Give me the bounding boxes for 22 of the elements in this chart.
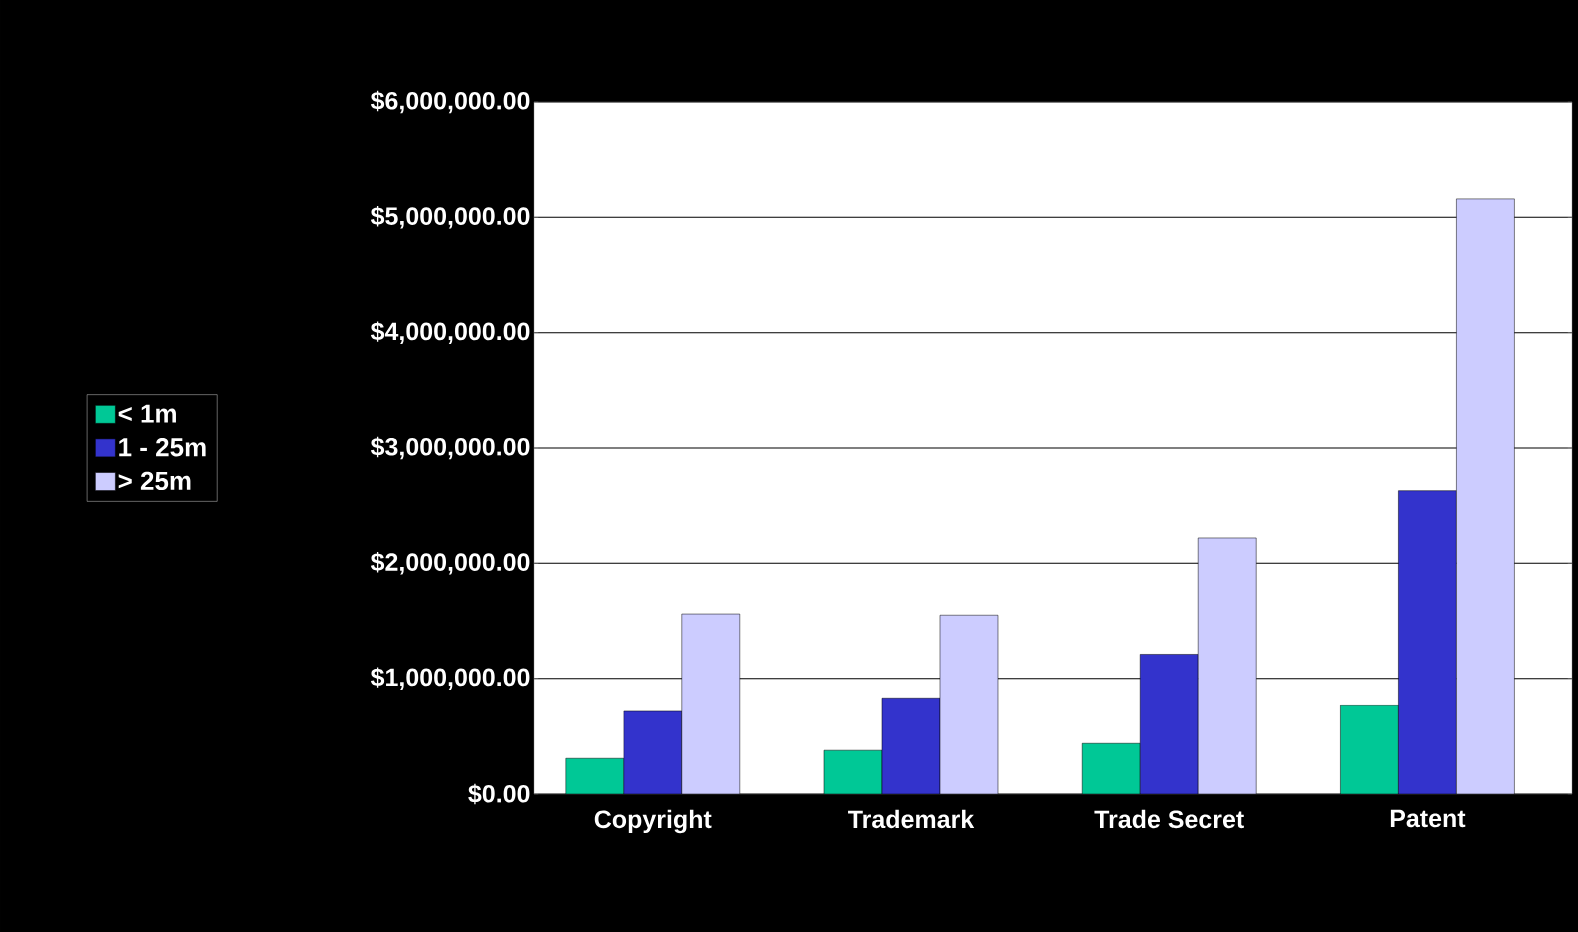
bar	[623, 710, 683, 794]
x-tick-label: Trade Secret	[1094, 809, 1244, 829]
y-tick-label: $3,000,000.00	[370, 436, 530, 460]
legend-label: > 25m	[118, 471, 191, 491]
bar	[1139, 654, 1199, 794]
x-tick-label: Copyright	[594, 809, 712, 834]
y-tick-label: $1,000,000.00	[370, 667, 530, 690]
y-tick-label: $0.00	[468, 783, 530, 805]
legend-label: < 1m	[118, 404, 176, 423]
y-tick-label: $5,000,000.00	[370, 206, 530, 229]
y-tick-label: $6,000,000.00	[370, 90, 530, 114]
legend-label: 1 - 25m	[119, 438, 206, 457]
bar	[1456, 198, 1515, 794]
y-tick-label: $4,000,000.00	[370, 321, 530, 344]
bar	[681, 613, 741, 794]
bar	[881, 698, 941, 794]
bar	[939, 614, 999, 794]
y-tick-label: $2,000,000.00	[370, 552, 530, 575]
bar	[1197, 537, 1257, 794]
bar	[1398, 490, 1457, 794]
x-tick-label: Trademark	[848, 809, 975, 829]
x-tick-label: Patent	[1390, 809, 1466, 828]
